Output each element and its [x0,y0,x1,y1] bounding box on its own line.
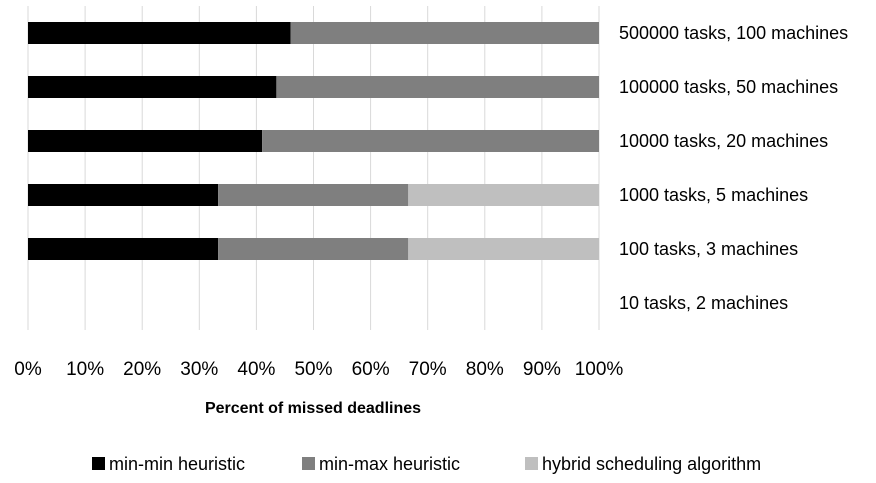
x-tick-label: 20% [123,359,161,380]
legend-label: hybrid scheduling algorithm [542,454,761,474]
bar-segment-2-row-3 [262,130,599,152]
x-tick-label: 30% [180,359,218,380]
bar-segment-3-row-4 [408,184,599,206]
x-axis-title: Percent of missed deadlines [205,400,421,417]
bar-segment-1-row-4 [28,184,219,206]
legend: min-min heuristic min-max heuristic hybrid… [92,454,761,474]
bar-segment-2-row-1 [290,22,599,44]
x-tick-label: 70% [409,359,447,380]
bar-segment-1-row-5 [28,238,219,260]
x-tick-label: 40% [237,359,275,380]
category-labels: 500000 tasks, 100 machines 100000 tasks, … [619,23,848,313]
bar-segment-3-row-5 [408,238,599,260]
x-tick-labels: 0% 10% 20% 30% 40% 50% 60% 70% 80% 90% 100% [14,359,623,380]
x-tick-label: 0% [14,359,42,380]
x-tick-label: 60% [352,359,390,380]
bar-segment-2-row-5 [218,238,409,260]
bar-segment-1-row-2 [28,76,277,98]
bars [28,22,599,260]
gridlines [27,6,600,330]
category-label: 10000 tasks, 20 machines [619,131,828,151]
x-tick-label: 10% [66,359,104,380]
bar-segment-1-row-3 [28,130,263,152]
bar-segment-1-row-1 [28,22,291,44]
x-tick-label: 80% [466,359,504,380]
legend-swatch [302,457,315,470]
legend-label: min-min heuristic [109,454,245,474]
category-label: 100000 tasks, 50 machines [619,77,838,97]
legend-swatch [525,457,538,470]
x-tick-label: 50% [294,359,332,380]
category-label: 500000 tasks, 100 machines [619,23,848,43]
x-tick-label: 90% [523,359,561,380]
bar-segment-2-row-4 [218,184,409,206]
category-label: 1000 tasks, 5 machines [619,185,808,205]
bar-segment-2-row-2 [276,76,599,98]
category-label: 100 tasks, 3 machines [619,239,798,259]
legend-label: min-max heuristic [319,454,460,474]
x-tick-label: 100% [575,359,624,380]
legend-swatch [92,457,105,470]
category-label: 10 tasks, 2 machines [619,293,788,313]
